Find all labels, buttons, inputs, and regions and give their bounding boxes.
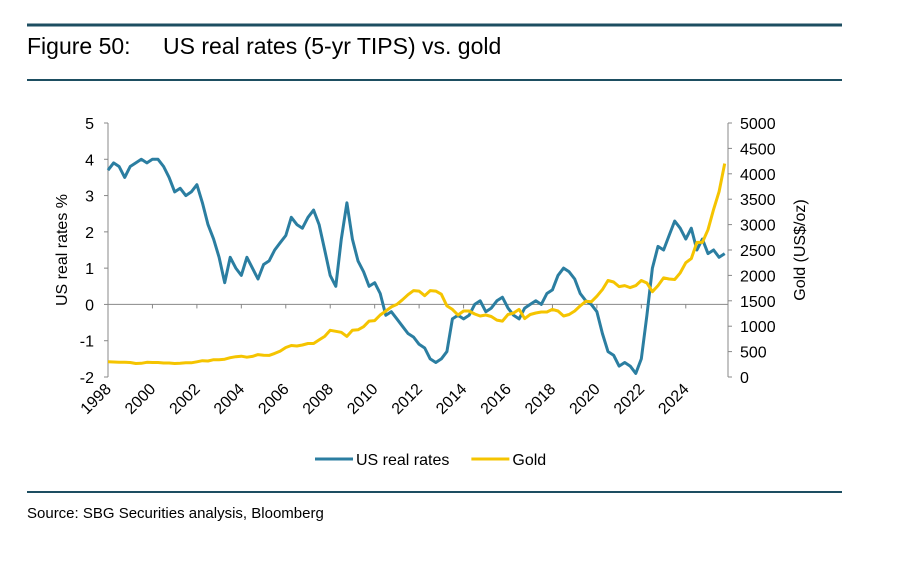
- y2-tick-label: 2000: [740, 268, 776, 285]
- x-tick-label: 2002: [167, 381, 204, 418]
- y-axis-label: US real rates %: [54, 194, 71, 306]
- y2-tick-label: 3000: [740, 218, 776, 235]
- source: Source: SBG Securities analysis, Bloombe…: [27, 505, 324, 522]
- x-tick-label: 2000: [122, 381, 159, 418]
- x-tick-label: 2014: [433, 381, 470, 418]
- y-tick-label: 4: [85, 152, 94, 169]
- y2-tick-label: 1500: [740, 294, 776, 311]
- x-tick-label: 2006: [255, 381, 292, 418]
- x-tick-label: 2012: [389, 381, 426, 418]
- y2-tick-label: 4000: [740, 167, 776, 184]
- x-tick-label: 2004: [211, 381, 248, 418]
- y2-tick-label: 0: [740, 370, 749, 387]
- y-tick-label: 1: [85, 261, 94, 278]
- y2-tick-label: 2500: [740, 243, 776, 260]
- series-line: [107, 163, 727, 365]
- x-tick-label: 2024: [655, 381, 692, 418]
- y-tick-label: 3: [85, 189, 94, 206]
- y2-tick-label: 3500: [740, 192, 776, 209]
- y2-tick-label: 500: [740, 345, 767, 362]
- x-tick-label: 2020: [567, 381, 604, 418]
- legend-label: US real rates: [356, 452, 449, 469]
- chart-title: US real rates (5-yr TIPS) vs. gold: [163, 33, 501, 59]
- y2-tick-label: 5000: [740, 116, 776, 133]
- x-tick-label: 2016: [478, 381, 515, 418]
- x-tick-label: 2008: [300, 381, 337, 418]
- legend-label: Gold: [512, 452, 546, 469]
- y-tick-label: 2: [85, 225, 94, 242]
- x-tick-label: 2022: [611, 381, 648, 418]
- y2-tick-label: 4500: [740, 141, 776, 158]
- x-tick-label: 2018: [522, 381, 559, 418]
- y-tick-label: -2: [80, 370, 94, 387]
- y2-axis-label: Gold (US$/oz): [792, 199, 809, 300]
- y-tick-label: -1: [80, 334, 94, 351]
- y2-tick-label: 1000: [740, 319, 776, 336]
- x-tick-label: 2010: [344, 381, 381, 418]
- figure-label: Figure 50:: [27, 33, 131, 59]
- y-tick-label: 5: [85, 116, 94, 133]
- y-tick-label: 0: [85, 297, 94, 314]
- series-line: [106, 157, 726, 375]
